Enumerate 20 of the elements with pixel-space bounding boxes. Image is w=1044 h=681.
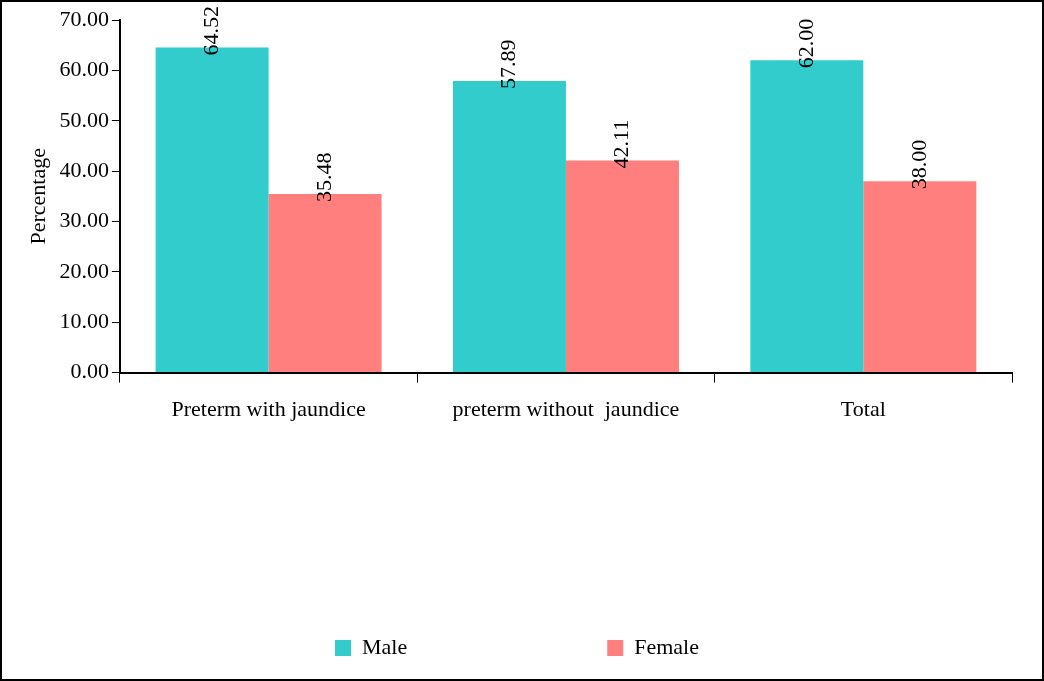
text: 62.00	[792, 18, 818, 69]
text: 38.00	[905, 139, 931, 190]
y-tick-label: 70.00	[59, 5, 109, 31]
text: 64.52	[197, 6, 223, 56]
legend-label: Male	[362, 633, 408, 659]
x-tick-label: Total	[840, 395, 886, 421]
legend-label: Female	[634, 633, 699, 659]
y-tick-label: 50.00	[59, 106, 109, 132]
text: 42.11	[608, 119, 634, 169]
y-tick-label: 30.00	[59, 207, 109, 233]
x-tick-label: Preterm with jaundice	[171, 395, 366, 421]
text: 35.48	[310, 152, 336, 202]
text: 57.89	[495, 39, 521, 89]
y-axis-title: Percentage	[24, 148, 50, 245]
y-tick-label: 40.00	[59, 156, 109, 182]
y-tick-label: 20.00	[59, 257, 109, 283]
x-tick-label: preterm without jaundice	[452, 395, 680, 421]
y-tick-label: 0.00	[70, 358, 109, 384]
y-tick-label: 10.00	[59, 308, 109, 334]
y-tick-label: 60.00	[59, 56, 109, 82]
